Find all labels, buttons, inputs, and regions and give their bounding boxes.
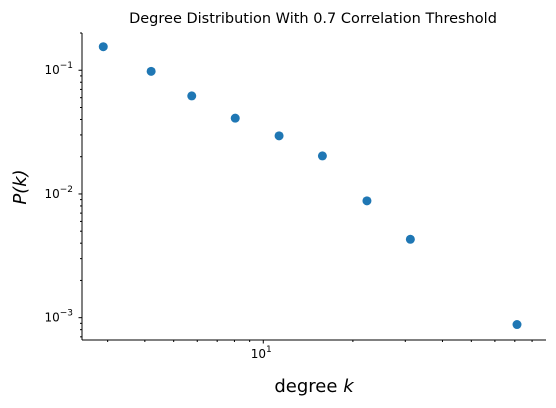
data-point [317,151,327,161]
x-axis-label-variable: k [343,376,355,397]
y-axis-label-prefix: P( [10,186,31,205]
data-point [146,66,156,76]
y-tick-label-exponent: −3 [60,309,73,319]
x-axis-label: degree k [274,376,355,397]
x-axis-ticks: 101 [107,340,533,361]
y-tick-label-base: 10 [44,187,59,201]
x-tick-label-exponent: 1 [266,345,272,355]
x-tick-label-base: 10 [251,347,266,361]
x-tick-label: 101 [251,345,272,361]
y-tick-label: 10−3 [44,309,73,325]
y-tick-label-exponent: −1 [60,61,73,71]
x-axis-label-text: degree [274,376,343,397]
data-point [187,91,197,101]
y-tick-label: 10−2 [44,185,73,201]
data-point [362,196,372,206]
y-axis-ticks: 10−110−210−3 [44,32,82,338]
data-point [405,234,415,244]
data-point [98,42,108,52]
data-point [512,320,522,330]
y-axis-label-suffix: ) [10,169,31,178]
data-point [230,113,240,123]
y-axis-label-variable: k [10,175,31,187]
y-tick-label-exponent: −2 [60,185,73,195]
chart-title: Degree Distribution With 0.7 Correlation… [129,11,497,27]
y-tick-label-base: 10 [44,311,59,325]
axes-spines [81,33,546,341]
data-points [98,42,522,330]
y-tick-label: 10−1 [44,61,73,77]
y-axis-label: P(k) [10,169,31,204]
y-tick-label-base: 10 [44,63,59,77]
data-point [274,131,284,141]
